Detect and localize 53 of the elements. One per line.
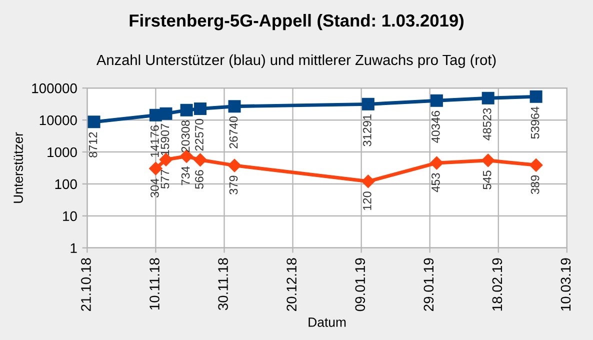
x-tick-label: 20.12.18 [286, 258, 296, 311]
data-label: 26740 [229, 116, 238, 148]
data-label: 15907 [160, 124, 170, 156]
x-tick-label: 18.02.19 [492, 258, 502, 311]
y-tick-label: 1000 [48, 147, 77, 158]
point [529, 158, 543, 172]
point [194, 153, 207, 166]
point [149, 162, 162, 176]
point [530, 90, 542, 103]
y-tick-label: 100000 [32, 83, 77, 94]
x-tick-label: 10.03.19 [560, 258, 571, 311]
data-label: 304 [150, 178, 159, 198]
x-tick-label: 29.01.19 [424, 258, 434, 311]
point [180, 104, 193, 116]
data-label: 48523 [482, 108, 492, 140]
data-label: 379 [229, 176, 238, 194]
chart-subtitle: Anzahl Unterstützer (blau) und mittlerer Zuwachs pro Tag (rot) [96, 54, 496, 68]
point [194, 102, 206, 115]
data-label: 577 [160, 170, 170, 189]
point [430, 94, 443, 107]
data-label: 734 [181, 166, 190, 186]
data-label: 453 [432, 173, 440, 192]
data-label: 120 [362, 192, 372, 210]
point [160, 107, 172, 120]
point [228, 100, 241, 113]
data-label: 389 [530, 175, 540, 194]
data-label: 14176 [150, 125, 159, 157]
y-tick-label: 100 [55, 179, 77, 190]
x-tick-label: 09.01.19 [355, 258, 366, 312]
x-axis-title: Datum [308, 318, 346, 327]
data-label: 545 [483, 170, 492, 190]
data-label: 22570 [195, 118, 204, 151]
point [482, 154, 495, 167]
y-tick-label: 1 [70, 243, 77, 253]
y-tick-label: 10 [63, 211, 77, 222]
point [228, 158, 242, 172]
x-tick-label: 10.11.18 [150, 258, 160, 310]
x-tick-label: 21.10.18 [81, 258, 91, 311]
data-label: 8712 [88, 132, 98, 158]
point [362, 174, 375, 188]
x-tick-label: 30.11.18 [218, 258, 228, 310]
y-axis-title: Unterstützer [14, 132, 23, 203]
point [482, 92, 494, 104]
data-label: 20308 [181, 120, 190, 152]
data-label: 31291 [362, 114, 372, 146]
data-label: 566 [195, 170, 204, 189]
point [362, 98, 374, 110]
data-label: 53964 [530, 106, 540, 139]
y-tick-label: 10000 [40, 115, 77, 126]
data-label: 40346 [432, 110, 440, 143]
point [430, 156, 444, 170]
chart-title: Firstenberg-5G-Appell (Stand: 1.03.2019) [130, 14, 464, 30]
point [88, 116, 100, 128]
